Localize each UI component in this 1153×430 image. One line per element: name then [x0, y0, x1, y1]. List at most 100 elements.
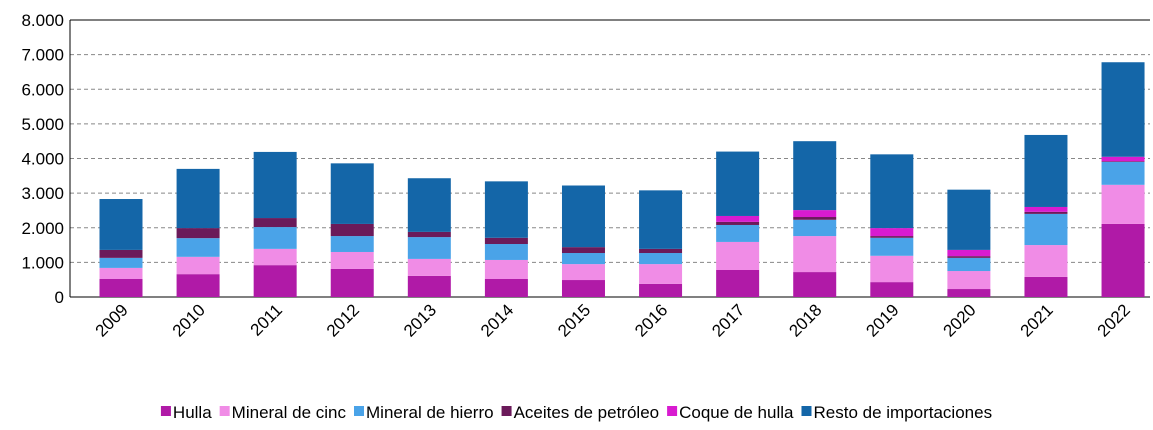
bar-segment	[947, 289, 991, 297]
x-tick-label: 2018	[785, 300, 825, 340]
bar-segment	[870, 237, 914, 256]
bar-segment	[639, 264, 683, 284]
bar-segment	[561, 247, 605, 254]
bar-segment	[716, 224, 760, 242]
bar-segment	[330, 223, 374, 237]
x-tick-label: 2019	[862, 300, 902, 340]
bar-segment	[484, 237, 528, 245]
bar-segment	[793, 236, 837, 273]
bar-segment	[484, 244, 528, 260]
bar-segment	[176, 168, 220, 229]
y-tick-label: 8.000	[21, 11, 64, 30]
bar-segment	[99, 249, 143, 258]
bar-segment	[99, 267, 143, 279]
bar-segment	[793, 219, 837, 237]
bar-segment	[947, 271, 991, 290]
x-tick-label: 2014	[477, 300, 517, 340]
bar-segment	[561, 185, 605, 248]
bar-segment	[176, 256, 220, 275]
legend-label: Mineral de hierro	[366, 403, 494, 422]
bar-segment	[793, 141, 837, 211]
bar-segment	[407, 178, 451, 232]
x-tick-label: 2009	[92, 300, 132, 340]
y-tick-label: 2.000	[21, 219, 64, 238]
bar-segment	[870, 282, 914, 297]
bar-segment	[870, 154, 914, 229]
bar-segment	[716, 221, 760, 225]
x-tick-label: 2020	[940, 300, 980, 340]
bar-segment	[1024, 276, 1068, 297]
y-tick-label: 4.000	[21, 150, 64, 169]
legend-label: Aceites de petróleo	[514, 403, 660, 422]
legend-swatch	[801, 406, 812, 416]
legend-label: Coque de hulla	[679, 403, 794, 422]
legend-label: Resto de importaciones	[813, 403, 992, 422]
bar-segment	[639, 190, 683, 249]
y-tick-label: 5.000	[21, 115, 64, 134]
bar-segment	[1101, 62, 1145, 157]
bar-segment	[639, 248, 683, 254]
bar-segment	[330, 251, 374, 269]
bar-segment	[1024, 245, 1068, 277]
x-tick-label: 2017	[708, 300, 748, 340]
bar-segment	[407, 231, 451, 238]
bar-segment	[716, 215, 760, 222]
bar-segment	[947, 249, 991, 257]
bar-segment	[253, 227, 297, 249]
legend: Hulla Mineral de cinc Mineral de hierro Ace…	[160, 403, 992, 422]
x-tick-label: 2022	[1094, 300, 1134, 340]
bar-segment	[716, 269, 760, 297]
bar-segment	[793, 272, 837, 297]
bar-segment	[716, 241, 760, 270]
bar-segment	[99, 257, 143, 268]
bar-segment	[1101, 184, 1145, 224]
bar-segment	[1024, 206, 1068, 212]
bar-segment	[793, 210, 837, 218]
x-tick-label: 2021	[1017, 300, 1057, 340]
bar-segment	[407, 237, 451, 259]
bar-segment	[793, 217, 837, 220]
bar-segment	[561, 264, 605, 281]
x-tick-label: 2012	[323, 300, 363, 340]
bar-segment	[253, 151, 297, 219]
bar-segment	[1101, 161, 1145, 185]
bar-segment	[947, 257, 991, 272]
bar-segment	[639, 253, 683, 265]
bar-segment	[253, 218, 297, 228]
legend-swatch	[219, 406, 230, 416]
legend-swatch	[667, 406, 678, 416]
y-tick-label: 6.000	[21, 80, 64, 99]
bar-segment	[947, 256, 991, 258]
bar-segment	[330, 236, 374, 252]
bar-segment	[484, 278, 528, 297]
bar-segment	[1101, 161, 1145, 162]
bar-segment	[99, 278, 143, 297]
bar-segment	[484, 259, 528, 279]
bar-segment	[639, 283, 683, 297]
bar-segment	[1101, 223, 1145, 297]
legend-label: Hulla	[173, 403, 212, 422]
bar-segment	[484, 181, 528, 238]
legend-label: Mineral de cinc	[232, 403, 347, 422]
x-tick-label: 2013	[400, 300, 440, 340]
x-tick-label: 2016	[631, 300, 671, 340]
y-tick-label: 1.000	[21, 253, 64, 272]
bar-segment	[561, 280, 605, 297]
bar-segment	[870, 255, 914, 283]
bar-segment	[1024, 211, 1068, 214]
x-tick-label: 2010	[169, 300, 209, 340]
legend-swatch	[160, 406, 171, 416]
y-tick-label: 0	[55, 288, 64, 307]
bar-segment	[947, 189, 991, 250]
bar-segment	[561, 253, 605, 265]
bar-segment	[870, 228, 914, 237]
bar-segment	[1024, 213, 1068, 246]
bar-segment	[870, 236, 914, 238]
x-tick-label: 2011	[247, 300, 286, 339]
y-tick-label: 3.000	[21, 184, 64, 203]
x-tick-label: 2015	[554, 300, 594, 340]
bar-segment	[407, 275, 451, 297]
bar-segment	[176, 238, 220, 257]
bar-segment	[99, 199, 143, 250]
